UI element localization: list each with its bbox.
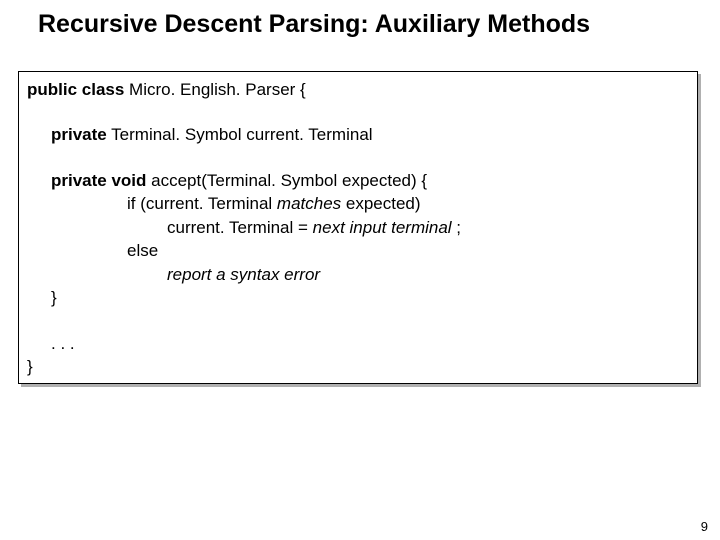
else-line: else: [127, 239, 687, 262]
if-prefix: if (current. Terminal: [127, 194, 277, 213]
report-line: report a syntax error: [167, 263, 687, 286]
field-declaration: private Terminal. Symbol current. Termin…: [51, 123, 687, 146]
method-close: }: [51, 286, 687, 309]
assign-suffix: ;: [452, 218, 461, 237]
field-rest: Terminal. Symbol current. Terminal: [107, 125, 373, 144]
assign-ital: next input terminal: [313, 218, 452, 237]
matches-ital: matches: [277, 194, 341, 213]
class-kw: public class: [27, 80, 124, 99]
page-number: 9: [701, 519, 708, 534]
if-suffix: expected): [341, 194, 420, 213]
method-declaration: private void accept(Terminal. Symbol exp…: [51, 169, 687, 192]
method-kw: private void: [51, 171, 146, 190]
code-box: public class Micro. English. Parser { pr…: [18, 71, 698, 384]
dots: . . .: [51, 332, 687, 355]
slide-title: Recursive Descent Parsing: Auxiliary Met…: [0, 0, 720, 39]
class-name: Micro. English. Parser {: [124, 80, 305, 99]
method-rest: accept(Terminal. Symbol expected) {: [146, 171, 427, 190]
assign-line: current. Terminal = next input terminal …: [167, 216, 687, 239]
field-kw: private: [51, 125, 107, 144]
class-declaration: public class Micro. English. Parser {: [27, 78, 687, 101]
if-line: if (current. Terminal matches expected): [127, 192, 687, 215]
class-close: }: [27, 355, 687, 378]
assign-prefix: current. Terminal =: [167, 218, 313, 237]
